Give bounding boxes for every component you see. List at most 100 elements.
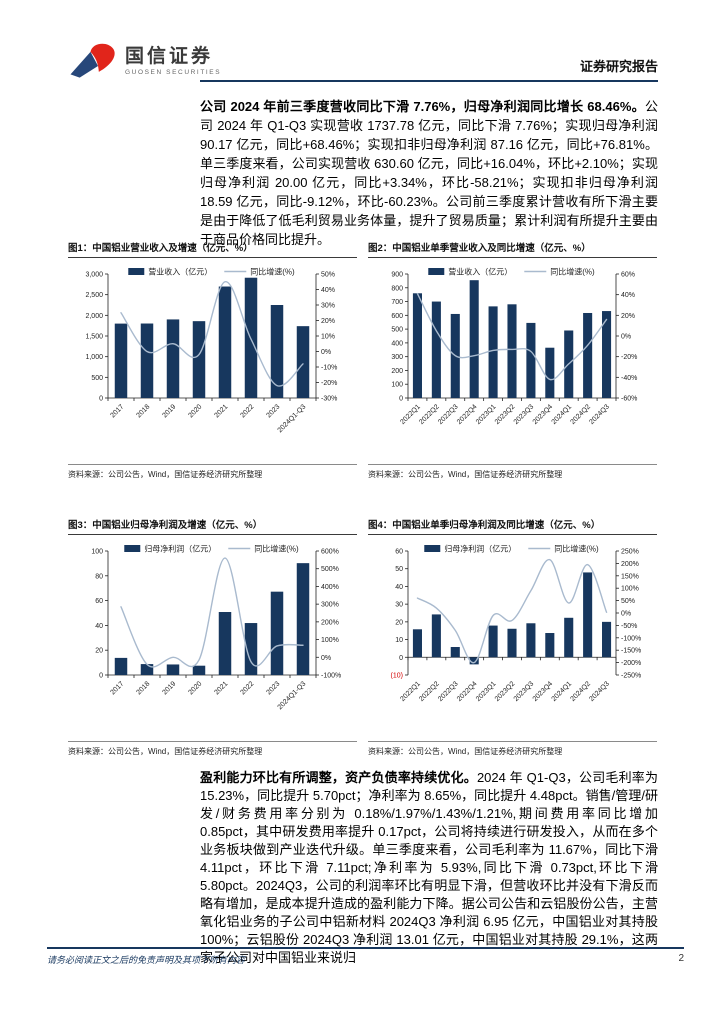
svg-text:50: 50 <box>395 566 403 573</box>
figure-2-block: 图2：中国铝业单季营业收入及同比增速（亿元、%） 0 100 200 300 400 50… <box>368 240 657 480</box>
brand-name: 国信证券 <box>125 45 214 67</box>
svg-text:2019: 2019 <box>161 403 177 419</box>
svg-text:400%: 400% <box>321 584 339 591</box>
svg-text:1,000: 1,000 <box>85 354 103 361</box>
svg-text:30%: 30% <box>321 303 335 310</box>
svg-text:0: 0 <box>399 396 403 403</box>
paragraph-lead-bold: 公司 2024 年前三季度营收同比下滑 7.76%，归母净利润同比增长 68.4… <box>200 99 645 114</box>
svg-text:0%: 0% <box>321 655 331 662</box>
svg-text:0: 0 <box>99 396 103 403</box>
svg-text:60%: 60% <box>621 272 635 279</box>
svg-text:2,500: 2,500 <box>85 292 103 299</box>
report-footer: 请务必阅读正文之后的免责声明及其项下所有内容 2 <box>47 947 684 966</box>
svg-text:-200%: -200% <box>621 660 641 667</box>
svg-text:1,500: 1,500 <box>85 334 103 341</box>
svg-text:50%: 50% <box>621 598 635 605</box>
svg-text:100: 100 <box>391 382 403 389</box>
svg-text:2020: 2020 <box>187 680 203 696</box>
svg-text:同比增速(%): 同比增速(%) <box>554 544 599 554</box>
footer-disclaimer: 请务必阅读正文之后的免责声明及其项下所有内容 <box>47 955 246 965</box>
svg-text:-60%: -60% <box>621 396 637 403</box>
summary-paragraph: 公司 2024 年前三季度营收同比下滑 7.76%，归母净利润同比增长 68.4… <box>200 97 658 249</box>
figure-2-source: 资料来源：公司公告，Wind，国信证券经济研究所整理 <box>368 470 563 479</box>
svg-text:600%: 600% <box>321 549 339 556</box>
svg-text:2021: 2021 <box>213 680 229 696</box>
figure-3-chart: 0 20 40 60 80 100 -100% 0% 100% 200% 300% 400% 500% 6… <box>91 544 341 712</box>
report-header: 国信证券 GUOSEN SECURITIES 证券研究报告 <box>68 40 658 80</box>
svg-text:20: 20 <box>95 648 103 655</box>
header-divider <box>200 80 658 82</box>
svg-text:2024Q1-Q3: 2024Q1-Q3 <box>277 403 308 434</box>
svg-text:2024Q1-Q3: 2024Q1-Q3 <box>277 680 308 711</box>
svg-text:10: 10 <box>395 637 403 644</box>
svg-text:80: 80 <box>95 573 103 580</box>
svg-text:100: 100 <box>91 549 103 556</box>
paragraph-body: 公司 2024 年 Q1-Q3 实现营收 1737.78 亿元，同比下滑 7.7… <box>200 99 658 247</box>
svg-text:2023: 2023 <box>265 680 281 696</box>
svg-text:600: 600 <box>391 313 403 320</box>
svg-text:300: 300 <box>391 354 403 361</box>
svg-text:2018: 2018 <box>135 680 151 696</box>
figure-4-block: 图4：中国铝业单季归母净利润及同比增速（亿元、%） (10) 0 10 20 30 40 5… <box>368 517 657 757</box>
svg-text:500%: 500% <box>321 566 339 573</box>
figure-1-divider <box>68 464 357 465</box>
svg-text:2017: 2017 <box>109 403 125 419</box>
figure-2-title: 图2：中国铝业单季营业收入及同比增速（亿元、%） <box>368 240 657 258</box>
svg-text:0: 0 <box>399 655 403 662</box>
svg-text:-100%: -100% <box>621 635 641 642</box>
figure-1-chart: 0 500 1,000 1,500 2,000 2,500 3,000 -30% -20% -10… <box>85 267 337 435</box>
svg-text:10%: 10% <box>321 334 335 341</box>
svg-text:60: 60 <box>395 549 403 556</box>
svg-text:2018: 2018 <box>135 403 151 419</box>
svg-text:0%: 0% <box>621 611 631 618</box>
svg-text:-150%: -150% <box>621 648 641 655</box>
svg-text:2020: 2020 <box>187 403 203 419</box>
svg-text:营业收入（亿元）: 营业收入（亿元） <box>448 267 512 277</box>
figure-2-chart: 0 100 200 300 400 500 600 700 800 900 -60% -40% -20%… <box>391 267 637 427</box>
brand-text-block: 国信证券 GUOSEN SECURITIES <box>125 45 222 76</box>
svg-text:-40%: -40% <box>621 375 637 382</box>
svg-text:2,000: 2,000 <box>85 313 103 320</box>
svg-text:2024Q3: 2024Q3 <box>588 680 611 703</box>
svg-text:100%: 100% <box>621 586 639 593</box>
svg-text:2024Q3: 2024Q3 <box>588 403 611 426</box>
svg-text:30: 30 <box>395 602 403 609</box>
svg-text:800: 800 <box>391 285 403 292</box>
svg-text:50%: 50% <box>321 272 335 279</box>
svg-text:2021: 2021 <box>213 403 229 419</box>
profitability-paragraph: 盈利能力环比有所调整，资产负债率持续优化。2024 年 Q1-Q3，公司毛利率为… <box>200 769 658 967</box>
svg-text:300%: 300% <box>321 602 339 609</box>
svg-text:0: 0 <box>99 673 103 680</box>
svg-text:200%: 200% <box>621 561 639 568</box>
svg-text:20: 20 <box>395 619 403 626</box>
svg-text:40: 40 <box>95 623 103 630</box>
svg-text:2017: 2017 <box>109 680 125 696</box>
svg-text:2023: 2023 <box>265 403 281 419</box>
svg-text:150%: 150% <box>621 573 639 580</box>
svg-text:900: 900 <box>391 272 403 279</box>
svg-text:400: 400 <box>391 340 403 347</box>
svg-text:0%: 0% <box>621 334 631 341</box>
figure-2-divider <box>368 464 657 465</box>
svg-text:(10): (10) <box>391 673 403 680</box>
svg-text:40%: 40% <box>321 287 335 294</box>
svg-text:-250%: -250% <box>621 673 641 680</box>
paragraph-body: 2024 年 Q1-Q3，公司毛利率为 15.23%，同比提升 5.70pct；… <box>200 770 658 965</box>
brand-name-en: GUOSEN SECURITIES <box>125 68 222 76</box>
svg-text:3,000: 3,000 <box>85 272 103 279</box>
svg-text:-10%: -10% <box>321 365 337 372</box>
svg-text:500: 500 <box>391 327 403 334</box>
svg-text:-30%: -30% <box>321 396 337 403</box>
svg-text:700: 700 <box>391 299 403 306</box>
svg-text:250%: 250% <box>621 549 639 556</box>
paragraph-lead-bold: 盈利能力环比有所调整，资产负债率持续优化。 <box>200 770 477 785</box>
guosen-logo: 国信证券 GUOSEN SECURITIES <box>68 40 221 82</box>
doc-type-label: 证券研究报告 <box>579 59 658 74</box>
svg-text:200: 200 <box>391 368 403 375</box>
svg-text:-20%: -20% <box>321 380 337 387</box>
svg-text:2019: 2019 <box>161 680 177 696</box>
svg-text:归母净利润（亿元）: 归母净利润（亿元） <box>144 544 216 554</box>
svg-text:同比增速(%): 同比增速(%) <box>250 267 295 277</box>
figure-4-chart: (10) 0 10 20 30 40 50 60 -250% -200% -150% -100% -50… <box>391 544 642 704</box>
